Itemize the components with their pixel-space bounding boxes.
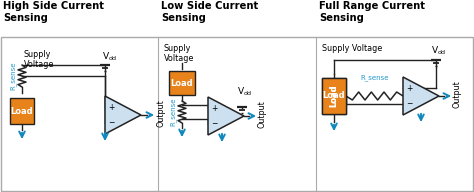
- Text: dd: dd: [109, 56, 117, 61]
- Text: Supply Voltage: Supply Voltage: [322, 44, 382, 53]
- Polygon shape: [105, 96, 141, 134]
- Text: +: +: [211, 104, 217, 113]
- Text: −: −: [108, 118, 114, 127]
- Text: Load: Load: [323, 92, 346, 100]
- Text: Full Range Current
Sensing: Full Range Current Sensing: [319, 1, 425, 23]
- Text: −: −: [211, 119, 217, 128]
- Text: High Side Current
Sensing: High Side Current Sensing: [3, 1, 104, 23]
- Text: Load: Load: [11, 107, 33, 116]
- Text: +: +: [406, 84, 412, 93]
- Text: R_sense: R_sense: [9, 62, 17, 90]
- Bar: [10, 98, 34, 124]
- Text: Supply
Voltage: Supply Voltage: [164, 44, 194, 63]
- Polygon shape: [403, 77, 439, 115]
- Text: Load: Load: [329, 85, 338, 107]
- Text: V: V: [238, 87, 244, 96]
- Polygon shape: [208, 97, 244, 135]
- Text: Low Side Current
Sensing: Low Side Current Sensing: [161, 1, 258, 23]
- Text: Load: Load: [329, 85, 338, 107]
- Text: R_sense: R_sense: [360, 74, 389, 81]
- Bar: [1, 37, 473, 191]
- Text: Output: Output: [453, 80, 462, 108]
- Text: dd: dd: [438, 50, 446, 55]
- Text: dd: dd: [244, 91, 252, 96]
- Text: V: V: [103, 52, 109, 61]
- Text: Supply
Voltage: Supply Voltage: [24, 50, 55, 69]
- Text: R_sense: R_sense: [170, 98, 176, 126]
- Bar: [169, 71, 195, 95]
- Text: V: V: [432, 46, 438, 55]
- Bar: [322, 78, 346, 114]
- Text: Load: Load: [171, 79, 193, 88]
- Bar: [322, 78, 346, 114]
- Text: −: −: [406, 99, 412, 108]
- Text: +: +: [108, 103, 114, 112]
- Text: Output: Output: [257, 100, 266, 128]
- Text: Output: Output: [156, 99, 165, 127]
